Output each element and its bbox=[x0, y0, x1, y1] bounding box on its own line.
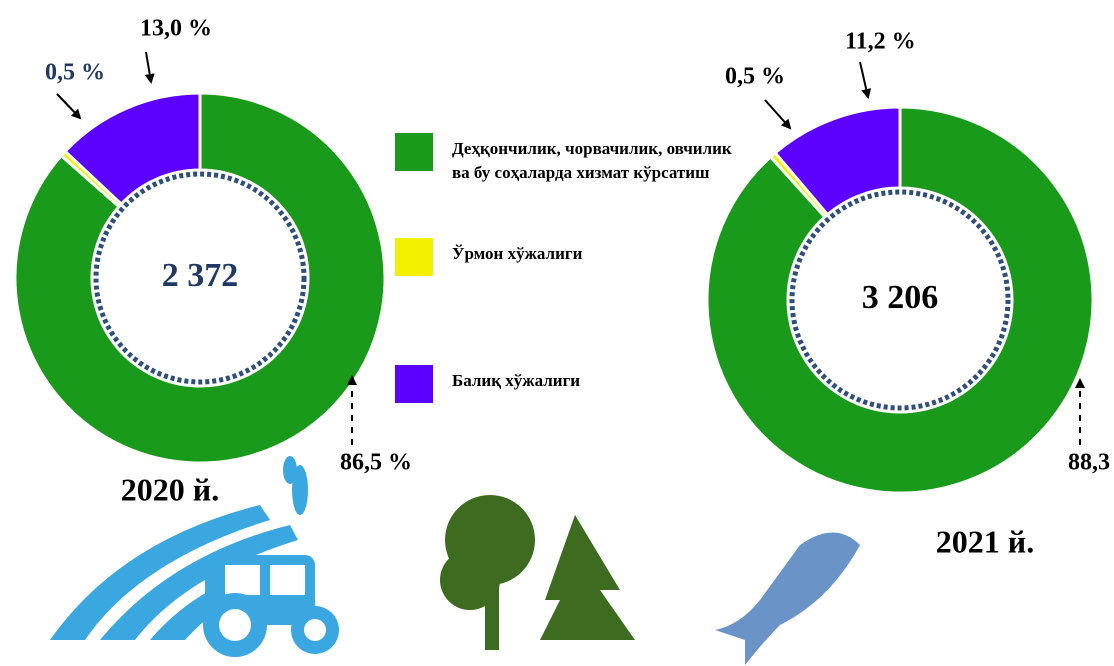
value-label: 88,3 % bbox=[1068, 450, 1114, 476]
donut-segment bbox=[705, 105, 1095, 495]
inner-ring bbox=[93, 171, 307, 385]
center-label: 2 372 bbox=[162, 257, 239, 294]
donut-segment bbox=[63, 91, 202, 207]
inner-ring bbox=[789, 189, 1011, 411]
value-label: 0,5 % bbox=[45, 60, 105, 86]
legend-label: Деҳқончилик, чорвачилик, овчилик ва бу с… bbox=[452, 139, 732, 182]
leader-arrow bbox=[859, 61, 872, 99]
value-label: 86,5 % bbox=[340, 450, 412, 476]
legend-swatch bbox=[395, 133, 433, 171]
leader-arrow bbox=[764, 99, 792, 130]
value-label: 0,5 % bbox=[725, 64, 785, 90]
legend-label: Ўрмон хўжалиги bbox=[452, 244, 583, 263]
legend-label: Балиқ хўжалиги bbox=[452, 371, 581, 390]
fish-icon bbox=[715, 532, 860, 665]
legend-swatch bbox=[395, 365, 433, 403]
donut-segment bbox=[773, 105, 902, 217]
year-title: 2020 й. bbox=[121, 471, 219, 507]
legend-swatch bbox=[395, 238, 433, 276]
leader-arrow bbox=[56, 93, 82, 120]
center-label: 3 206 bbox=[862, 279, 939, 316]
leader-arrow bbox=[144, 51, 155, 84]
value-label: 11,2 % bbox=[845, 29, 916, 55]
value-label: 13,0 % bbox=[140, 16, 212, 42]
tractor-icon bbox=[50, 456, 339, 657]
donut-segment bbox=[13, 91, 387, 465]
year-title: 2021 й. bbox=[936, 523, 1034, 559]
trees-icon bbox=[440, 495, 635, 650]
